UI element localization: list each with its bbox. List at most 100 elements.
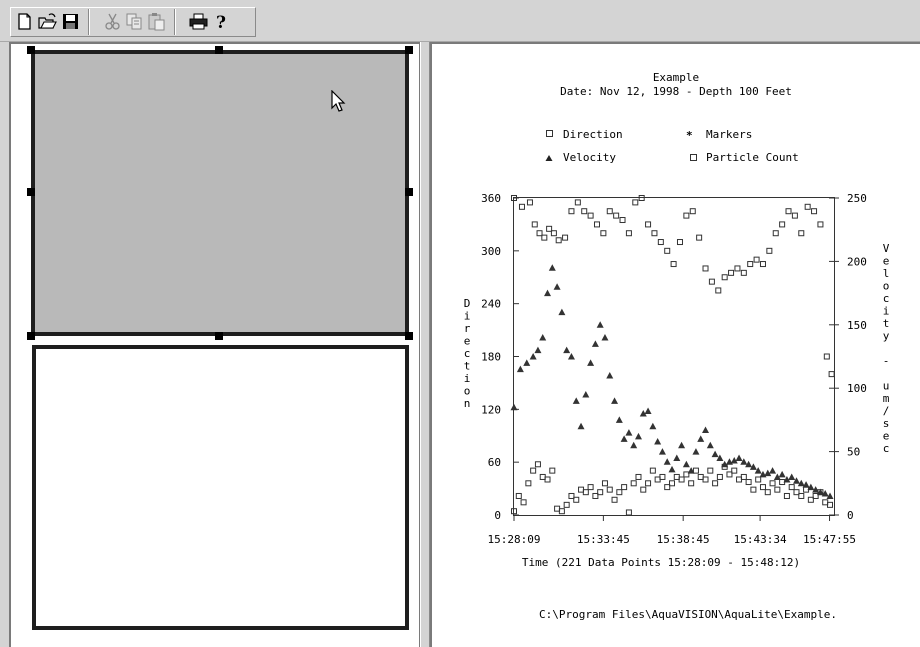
particle-count-point: [683, 471, 690, 478]
pane-splitter[interactable]: [420, 42, 430, 647]
direction-point: [696, 234, 703, 241]
velocity-point: [539, 333, 547, 341]
velocity-point: [663, 458, 671, 465]
direction-point: [613, 212, 620, 219]
direction-point: [651, 230, 658, 237]
resize-handle-nw[interactable]: [27, 46, 35, 54]
particle-count-point: [597, 489, 604, 496]
copy-icon[interactable]: [124, 11, 145, 32]
y-axis-label-right: Velocity-um/sec: [883, 242, 890, 455]
particle-count-point: [554, 505, 561, 512]
resize-handle-ne[interactable]: [405, 46, 413, 54]
velocity-point: [634, 432, 642, 440]
velocity-point: [692, 448, 700, 455]
print-icon[interactable]: [188, 11, 209, 32]
particle-count-point: [530, 467, 537, 474]
velocity-point: [639, 410, 647, 417]
velocity-point: [523, 359, 531, 366]
velocity-point: [587, 359, 595, 366]
velocity-point: [706, 441, 714, 449]
velocity-point: [702, 426, 710, 434]
cut-icon[interactable]: [102, 11, 123, 32]
direction-point: [753, 256, 760, 263]
toolbar: ?: [0, 0, 920, 42]
mouse-cursor-icon: [331, 90, 346, 112]
axis-label-char: u: [883, 380, 890, 393]
particle-count-point: [645, 480, 652, 487]
save-disk-icon[interactable]: [60, 11, 81, 32]
axis-label-char: e: [464, 335, 471, 348]
plot-frame: [513, 197, 835, 516]
resize-handle-e[interactable]: [405, 188, 413, 196]
particle-count-point: [827, 501, 834, 508]
axis-label-char: t: [464, 360, 471, 373]
axis-label-char: c: [883, 442, 890, 455]
help-icon[interactable]: ?: [211, 11, 232, 32]
velocity-point: [687, 467, 695, 474]
direction-point: [779, 221, 786, 228]
velocity-point: [821, 489, 829, 497]
particle-count-point: [664, 484, 671, 491]
particle-count-point: [669, 480, 676, 487]
resize-handle-s[interactable]: [215, 332, 223, 340]
x-axis-label: Time (221 Data Points 15:28:09 - 15:48:1…: [522, 556, 800, 569]
particle-count-point: [759, 484, 766, 491]
particle-count-point: [549, 467, 556, 474]
particle-count-point: [673, 473, 680, 480]
particle-count-point: [803, 486, 810, 493]
velocity-point: [816, 488, 824, 496]
particle-count-point: [716, 473, 723, 480]
direction-point: [721, 274, 728, 281]
open-folder-icon[interactable]: [37, 11, 58, 32]
legend-marker-particle-count: [690, 154, 697, 161]
direction-point: [759, 261, 766, 268]
toolbar-separator: [174, 9, 176, 35]
resize-handle-se[interactable]: [405, 332, 413, 340]
particle-count-point: [621, 484, 628, 491]
particle-count-point: [745, 479, 752, 486]
x-tick-label: 15:38:45: [657, 533, 710, 546]
particle-count-point: [731, 467, 738, 474]
direction-point: [541, 234, 548, 241]
particle-count-point: [573, 496, 580, 503]
direction-point: [811, 208, 818, 215]
direction-point: [676, 239, 683, 246]
velocity-point: [548, 264, 556, 271]
direction-point: [715, 287, 722, 294]
particle-count-point: [678, 476, 685, 483]
velocity-point: [716, 454, 724, 461]
velocity-point: [673, 454, 681, 461]
direction-point: [536, 230, 543, 237]
particle-count-point: [515, 492, 522, 499]
new-document-icon[interactable]: [14, 11, 35, 32]
particle-count-point: [525, 480, 532, 487]
toolbar-frame: [10, 7, 256, 37]
particle-count-point: [822, 499, 829, 506]
particle-count-point: [582, 489, 589, 496]
velocity-point: [644, 407, 652, 415]
selected-plot-panel[interactable]: [31, 50, 409, 336]
plot-panel[interactable]: [32, 345, 409, 630]
legend-label: Direction: [563, 128, 623, 141]
legend-label: Velocity: [563, 151, 616, 164]
svg-text:?: ?: [216, 13, 226, 32]
paste-icon[interactable]: [146, 11, 167, 32]
particle-count-point: [726, 471, 733, 478]
legend-label: Particle Count: [706, 151, 799, 164]
direction-point: [817, 221, 824, 228]
resize-handle-sw[interactable]: [27, 332, 35, 340]
velocity-point: [711, 450, 719, 458]
particle-count-point: [774, 486, 781, 493]
particle-count-point: [558, 508, 565, 515]
velocity-point: [630, 441, 638, 449]
velocity-point: [764, 469, 772, 477]
velocity-point: [601, 333, 609, 341]
resize-handle-w[interactable]: [27, 188, 35, 196]
particle-count-point: [788, 484, 795, 491]
legend-marker-direction: [546, 130, 553, 137]
velocity-point: [625, 429, 633, 436]
direction-point: [619, 217, 626, 224]
direction-point: [531, 221, 538, 228]
resize-handle-n[interactable]: [215, 46, 223, 54]
axis-label-char: e: [883, 255, 890, 268]
